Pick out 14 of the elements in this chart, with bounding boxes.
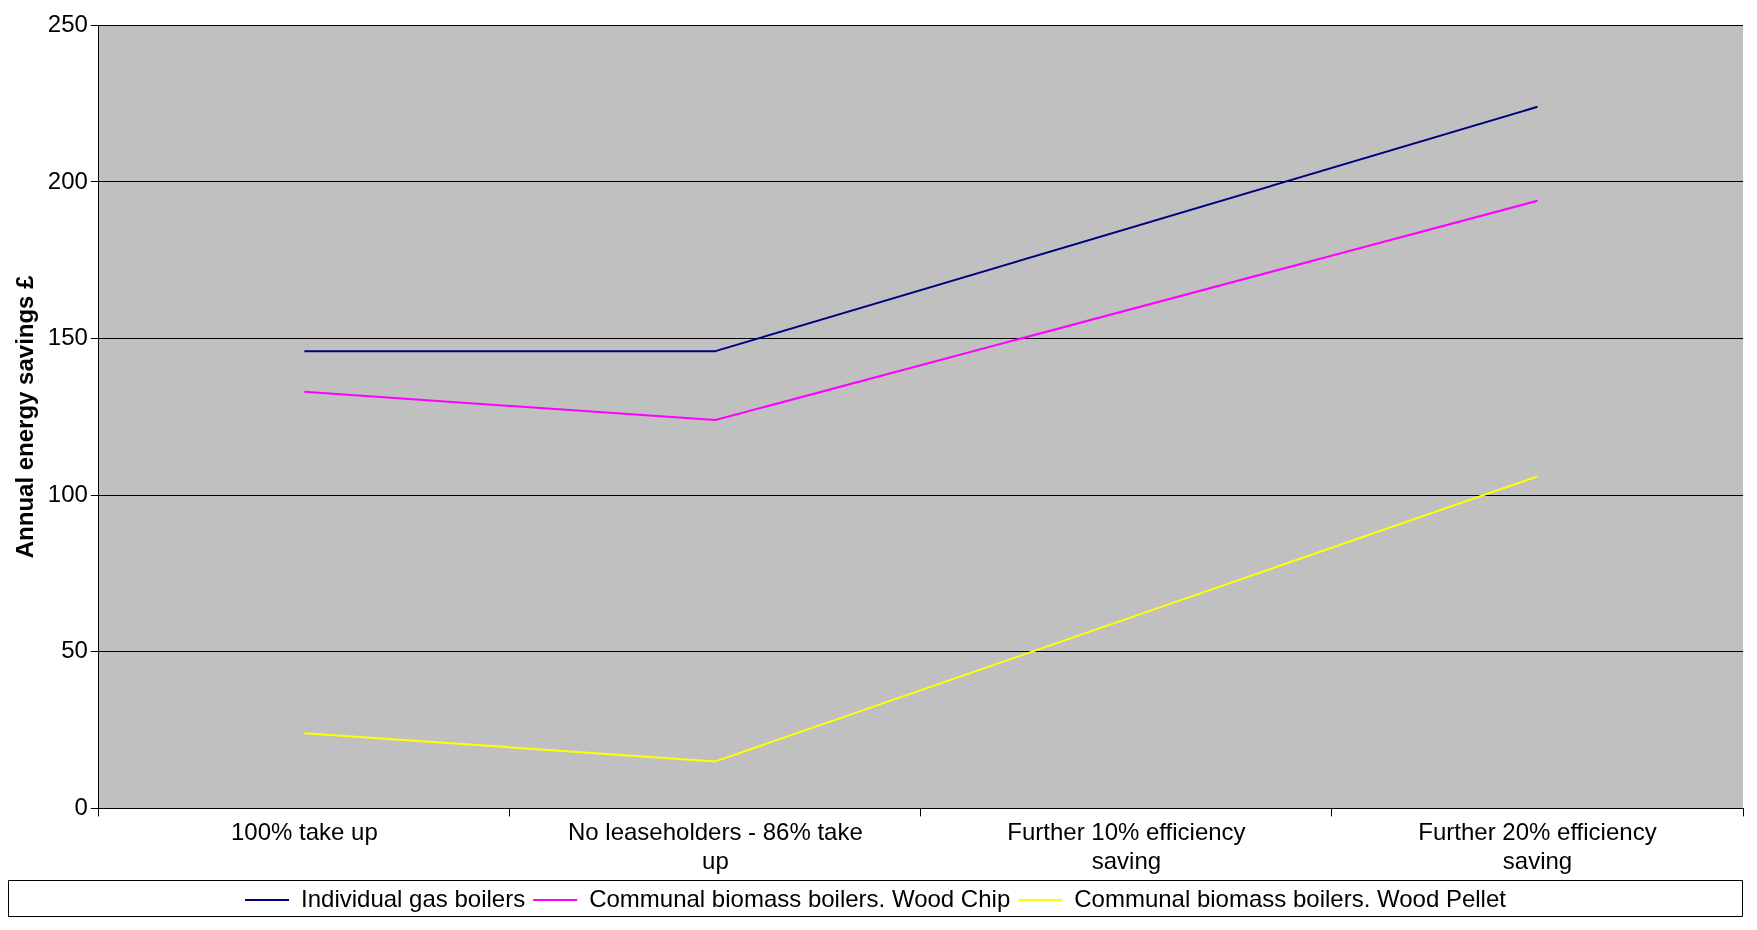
y-tick-label: 150 xyxy=(47,323,88,351)
y-axis-title: Annual energy savings £ xyxy=(11,274,39,559)
legend-label: Communal biomass boilers. Wood Pellet xyxy=(1074,884,1507,912)
y-tick-label: 0 xyxy=(74,793,88,821)
x-tick-label: Further 20% efficiency saving xyxy=(1418,818,1657,875)
y-tick-label: 100 xyxy=(47,479,88,507)
y-tick-label: 250 xyxy=(47,10,88,38)
y-tick-label: 200 xyxy=(47,166,88,194)
x-tick-label: No leaseholders - 86% take up xyxy=(567,818,863,875)
legend-label: Communal biomass boilers. Wood Chip xyxy=(589,884,1011,912)
x-tick-label: Further 10% efficiency saving xyxy=(1007,818,1246,875)
x-tick-label: 100% take up xyxy=(230,818,378,846)
y-tick-label: 50 xyxy=(61,636,88,664)
legend-label: Individual gas boilers xyxy=(301,884,526,912)
